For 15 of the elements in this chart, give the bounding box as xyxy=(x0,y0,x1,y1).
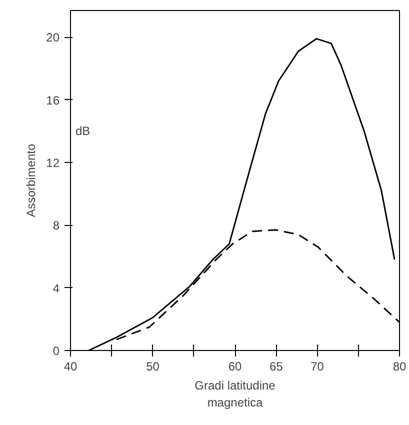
x-axis-title: Gradi latitudine magnetica xyxy=(194,378,276,410)
x-tick-label: 70 xyxy=(310,360,324,374)
y-tick-label: 16 xyxy=(46,93,60,108)
y-tick-label: 12 xyxy=(46,156,60,170)
x-tick-label: 60 xyxy=(228,360,242,374)
annotation: dB xyxy=(76,124,90,138)
x-tick-label: 40 xyxy=(64,360,78,374)
y-tick-label: 8 xyxy=(52,218,60,233)
y-axis-title: Assorbimento xyxy=(24,143,38,218)
x-tick-label: 80 xyxy=(392,360,406,374)
y-tick-label: 4 xyxy=(52,281,60,296)
y-tick-label: 0 xyxy=(52,344,60,358)
x-tick-label: 50 xyxy=(146,360,160,374)
y-tick-label: 20 xyxy=(46,30,60,45)
x-tick-label: 65 xyxy=(269,360,284,374)
